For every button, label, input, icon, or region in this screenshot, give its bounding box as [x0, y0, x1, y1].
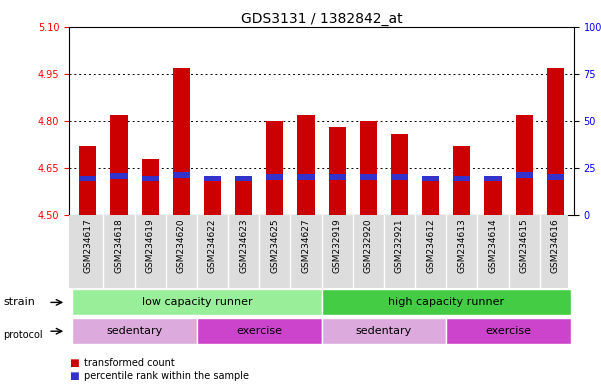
- Text: GSM234615: GSM234615: [520, 219, 529, 273]
- Text: GSM234618: GSM234618: [114, 219, 123, 273]
- Bar: [266, 174, 283, 180]
- Bar: [516, 115, 532, 215]
- Text: high capacity runner: high capacity runner: [388, 297, 504, 308]
- Bar: [266, 121, 283, 215]
- Text: GSM232921: GSM232921: [395, 219, 404, 273]
- Title: GDS3131 / 1382842_at: GDS3131 / 1382842_at: [241, 12, 402, 26]
- Bar: [322, 318, 446, 344]
- Bar: [142, 175, 159, 181]
- Bar: [297, 174, 314, 180]
- Text: GSM234627: GSM234627: [302, 219, 311, 273]
- Bar: [235, 175, 252, 181]
- Bar: [547, 68, 564, 215]
- Text: ■: ■: [69, 371, 79, 381]
- Bar: [391, 134, 408, 215]
- Bar: [172, 68, 190, 215]
- Text: transformed count: transformed count: [84, 358, 175, 368]
- Bar: [172, 172, 190, 178]
- Bar: [484, 177, 501, 215]
- Bar: [516, 172, 532, 178]
- Text: exercise: exercise: [486, 326, 531, 336]
- Text: sedentary: sedentary: [106, 326, 163, 336]
- Bar: [111, 115, 127, 215]
- Bar: [297, 115, 314, 215]
- Text: GSM234614: GSM234614: [489, 219, 498, 273]
- Text: percentile rank within the sample: percentile rank within the sample: [84, 371, 249, 381]
- Text: exercise: exercise: [236, 326, 282, 336]
- Bar: [204, 175, 221, 181]
- Text: strain: strain: [3, 297, 35, 308]
- Bar: [329, 174, 346, 180]
- Text: sedentary: sedentary: [356, 326, 412, 336]
- Text: low capacity runner: low capacity runner: [142, 297, 252, 308]
- Bar: [422, 175, 439, 181]
- Bar: [446, 318, 571, 344]
- Text: GSM234613: GSM234613: [457, 219, 466, 273]
- Text: GSM232919: GSM232919: [332, 219, 341, 273]
- Text: GSM234625: GSM234625: [270, 219, 279, 273]
- Text: GSM234620: GSM234620: [177, 219, 186, 273]
- Bar: [484, 175, 501, 181]
- Bar: [111, 173, 127, 179]
- Text: GSM232920: GSM232920: [364, 219, 373, 273]
- Bar: [360, 121, 377, 215]
- Text: protocol: protocol: [3, 330, 43, 340]
- Bar: [72, 290, 322, 315]
- Bar: [235, 177, 252, 215]
- Text: ■: ■: [69, 358, 79, 368]
- Text: GSM234622: GSM234622: [208, 219, 217, 273]
- Bar: [142, 159, 159, 215]
- Bar: [453, 175, 471, 181]
- Bar: [360, 174, 377, 180]
- Text: GSM234616: GSM234616: [551, 219, 560, 273]
- Bar: [453, 146, 471, 215]
- Bar: [204, 177, 221, 215]
- Bar: [79, 175, 96, 181]
- Bar: [422, 177, 439, 215]
- Bar: [547, 174, 564, 180]
- Text: GSM234619: GSM234619: [145, 219, 154, 273]
- Text: GSM234612: GSM234612: [426, 219, 435, 273]
- Bar: [72, 318, 197, 344]
- Bar: [322, 290, 571, 315]
- Bar: [329, 127, 346, 215]
- Bar: [197, 318, 322, 344]
- Text: GSM234617: GSM234617: [84, 219, 93, 273]
- Bar: [391, 174, 408, 180]
- Bar: [79, 146, 96, 215]
- Text: GSM234623: GSM234623: [239, 219, 248, 273]
